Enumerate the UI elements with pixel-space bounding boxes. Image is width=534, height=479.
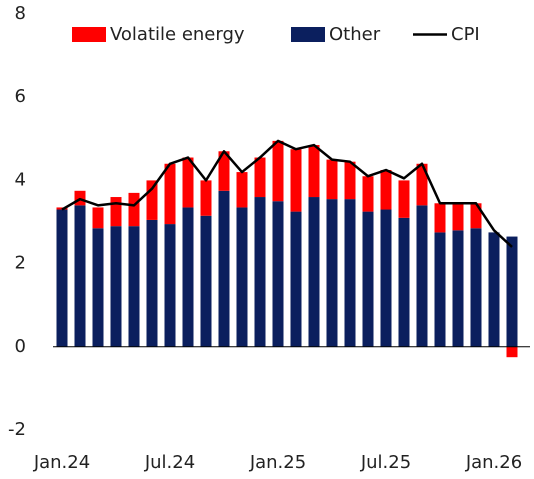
bar (506, 236, 518, 347)
bar (272, 140, 284, 202)
bar (506, 346, 518, 358)
bar (488, 232, 500, 347)
bar (110, 197, 122, 227)
bar (128, 192, 140, 227)
bar (218, 151, 230, 191)
bar (74, 205, 86, 347)
x-tick-label: Jan.24 (33, 452, 90, 473)
bar (236, 172, 248, 208)
bar (362, 211, 374, 347)
bar (380, 170, 392, 210)
bar (362, 176, 374, 212)
bar (434, 203, 446, 233)
bar (110, 226, 122, 347)
y-tick-label: 2 (15, 253, 26, 274)
x-tick-label: Jul.25 (360, 452, 411, 473)
bar (92, 228, 104, 347)
bar (326, 159, 338, 200)
x-tick-label: Jan.26 (465, 452, 522, 473)
bar (164, 163, 176, 225)
bar (434, 232, 446, 347)
bar (308, 197, 320, 347)
y-tick-label: -2 (8, 419, 26, 440)
bar (308, 145, 320, 198)
bar (56, 209, 68, 347)
bar (164, 224, 176, 347)
y-tick-label: 4 (15, 169, 26, 190)
bar (344, 161, 356, 200)
y-tick-label: 6 (15, 86, 26, 107)
bar (452, 230, 464, 347)
bar (218, 190, 230, 347)
cpi-line (61, 139, 513, 248)
bar (272, 201, 284, 347)
bar (146, 180, 158, 220)
bar (182, 207, 194, 347)
bar (380, 209, 392, 347)
bar (200, 180, 212, 216)
x-tick-label: Jul.24 (144, 452, 195, 473)
bar (416, 205, 428, 347)
bar (470, 203, 482, 229)
bar (452, 203, 464, 231)
legend-label: Volatile energy (110, 24, 245, 45)
bar (290, 211, 302, 347)
legend-swatch (72, 27, 106, 42)
x-tick-label: Jan.25 (249, 452, 306, 473)
bar (92, 207, 104, 229)
bar (236, 207, 248, 347)
bar (416, 163, 428, 206)
bar (200, 215, 212, 347)
bar (128, 226, 140, 347)
y-tick-label: 8 (15, 3, 26, 24)
legend-label: Other (329, 24, 381, 45)
bar (146, 219, 158, 347)
bar (182, 157, 194, 208)
bar (254, 197, 266, 347)
bar (344, 199, 356, 347)
y-tick-label: 0 (15, 336, 26, 357)
bar (470, 228, 482, 347)
legend-swatch (291, 27, 325, 42)
bar (398, 217, 410, 347)
bar (398, 180, 410, 218)
bar (326, 199, 338, 347)
legend-label: CPI (451, 24, 480, 45)
bar (290, 149, 302, 212)
bar (254, 157, 266, 198)
